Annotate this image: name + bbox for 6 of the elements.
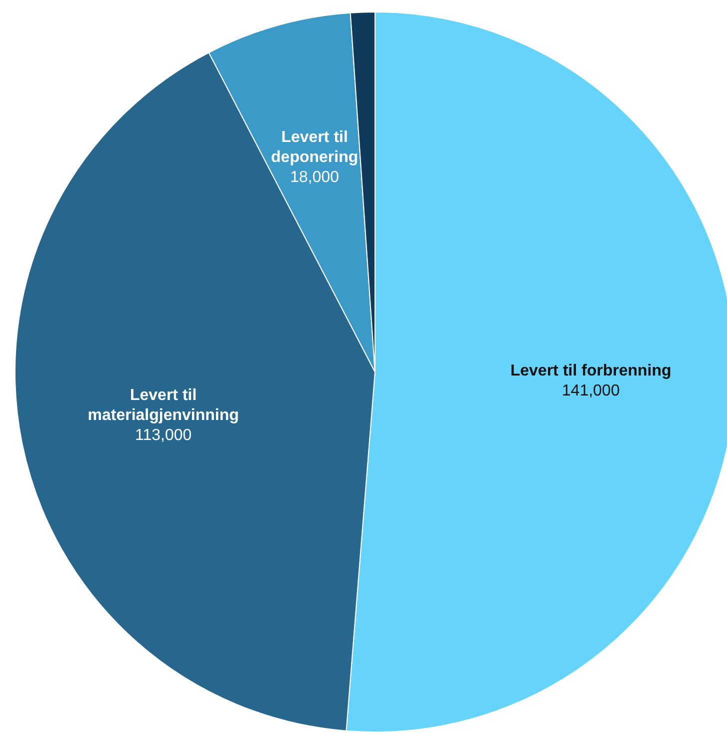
data-label: 113,000 (134, 426, 192, 444)
slice-label: Levert til forbrenning (510, 362, 672, 380)
data-label: 18,000 (290, 169, 340, 186)
slice-label: Levert til deponering (271, 129, 358, 166)
data-label: 141,000 (562, 382, 620, 400)
slice-label: Levert til materialgjenvinning (88, 386, 239, 424)
